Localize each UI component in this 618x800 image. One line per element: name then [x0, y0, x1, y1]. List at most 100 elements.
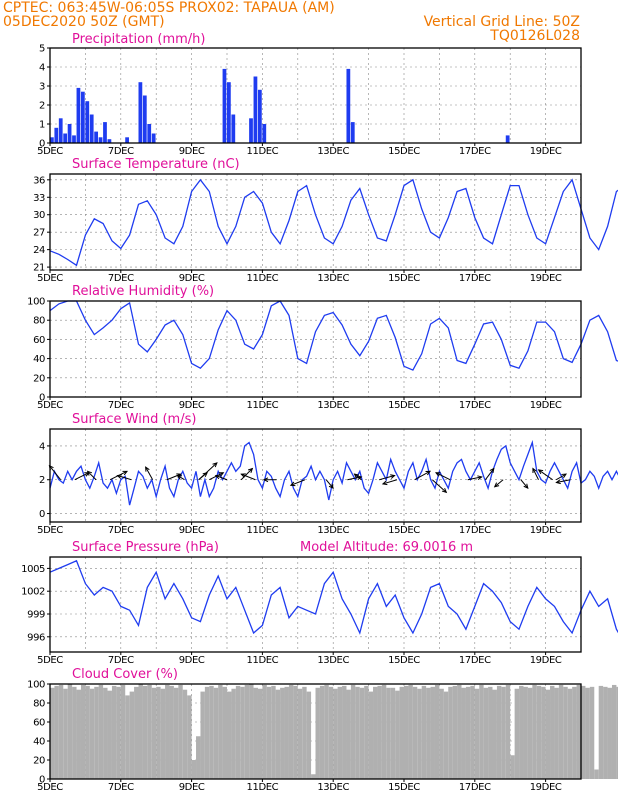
cloud-bar: [505, 684, 511, 779]
cloud-bar: [434, 684, 440, 779]
cloud-bar: [275, 689, 281, 779]
cloud-bar: [107, 690, 112, 779]
humidity-line: [49, 300, 618, 371]
cloud-bar: [611, 684, 617, 779]
cloud-bar: [359, 687, 365, 779]
wind-arrow: [467, 476, 482, 481]
y-tick-label: 80: [33, 316, 45, 327]
wind-arrow: [435, 472, 451, 481]
cloud-bar: [346, 689, 351, 779]
cloud-bar: [50, 687, 55, 779]
temperature-title: Surface Temperature (nC): [72, 157, 240, 172]
cloud-bar: [496, 685, 502, 779]
x-tick-label: 7DEC: [108, 273, 134, 284]
wind-line: [49, 439, 618, 506]
wind-arrow: [49, 465, 62, 481]
y-tick-label: 80: [33, 699, 45, 710]
cloud-title: Cloud Cover (%): [72, 667, 178, 682]
wind-title: Surface Wind (m/s): [72, 412, 196, 427]
precipitation-bar: [80, 91, 85, 143]
cloud-bar: [368, 691, 374, 779]
wind-arrow: [494, 479, 504, 488]
x-tick-label: 13DEC: [317, 146, 349, 157]
cloud-bar: [222, 686, 227, 779]
wind-arrow-head: [441, 487, 448, 494]
cloud-bar: [103, 687, 108, 779]
wind-arrow: [145, 466, 154, 480]
y-tick-label: 0: [39, 509, 45, 520]
cloud-bar: [465, 686, 471, 779]
y-tick-label: 1002: [21, 587, 45, 598]
cloud-bar: [76, 689, 81, 779]
wind-arrow-head: [493, 482, 500, 488]
x-tick-label: 15DEC: [388, 655, 420, 666]
plot-frame: [49, 556, 582, 653]
cloud-bar: [536, 685, 542, 779]
x-tick-label: 9DEC: [179, 782, 205, 793]
x-tick-label: 9DEC: [179, 400, 205, 411]
cloud-bar: [594, 769, 599, 779]
cloud-bar: [80, 684, 86, 779]
cloud-bar: [607, 687, 612, 779]
x-tick-label: 11DEC: [247, 400, 279, 411]
cloud-bar: [479, 684, 484, 779]
y-tick-label: 1005: [21, 564, 45, 575]
x-tick-label: 17DEC: [459, 782, 491, 793]
wind-arrow: [520, 479, 529, 489]
cloud-bar: [266, 686, 272, 779]
precipitation-bar: [138, 82, 143, 143]
precipitation-bar: [151, 133, 156, 143]
cloud-bar: [474, 688, 480, 779]
cloud-bar: [452, 685, 458, 779]
cloud-bar: [545, 689, 551, 779]
wind-arrow-head: [328, 483, 334, 490]
x-tick-label: 19DEC: [530, 782, 562, 793]
wind-arrow-head: [214, 474, 221, 480]
temperature-panel: Surface Temperature (nC) 21 24 27 30 33 36 5DE…: [33, 157, 618, 284]
wind-arrow-head: [289, 481, 296, 487]
wind-arrow: [414, 470, 431, 481]
cloud-bar: [94, 686, 99, 779]
wind-arrow: [215, 475, 228, 481]
x-tick-label: 13DEC: [317, 525, 349, 536]
y-tick-label: 60: [33, 335, 45, 346]
x-tick-label: 7DEC: [108, 782, 134, 793]
cloud-bar: [519, 685, 524, 779]
wind-arrow-head: [434, 472, 441, 477]
cloud-bar: [373, 686, 378, 779]
cloud-bar: [288, 684, 294, 779]
cloud-bar: [457, 684, 462, 779]
cloud-bar: [231, 688, 236, 779]
y-tick-label: 20: [33, 373, 45, 384]
x-tick-label: 17DEC: [459, 400, 491, 411]
x-tick-label: 17DEC: [459, 273, 491, 284]
cloud-bar: [293, 685, 298, 779]
cloud-bar: [271, 685, 276, 779]
x-tick-label: 7DEC: [108, 655, 134, 666]
wind-arrow-head: [353, 473, 360, 479]
x-tick-label: 5DEC: [37, 146, 63, 157]
cloud-bar: [138, 684, 143, 779]
x-tick-label: 7DEC: [108, 525, 134, 536]
x-tick-label: 13DEC: [317, 655, 349, 666]
wind-arrow: [382, 479, 398, 485]
y-tick-label: 1: [39, 120, 45, 131]
cloud-bar: [311, 774, 316, 779]
cloud-bar: [585, 687, 590, 779]
precipitation-bar: [54, 127, 59, 143]
cloud-bar: [249, 684, 254, 779]
cloud-bar: [169, 685, 174, 779]
wind-arrow-head: [532, 467, 537, 474]
precipitation-bar: [58, 118, 63, 143]
pressure-plot: 996 999 1002 1005 5DEC 7DEC 9DEC 11DEC 13DEC 15DE…: [21, 556, 618, 666]
cloud-bar: [328, 686, 334, 779]
y-tick-label: 0: [39, 139, 45, 150]
cloud-bar: [284, 686, 289, 779]
cloud-bar: [209, 685, 214, 779]
x-tick-label: 9DEC: [179, 525, 205, 536]
cloud-bar: [563, 686, 568, 779]
cloud-bar: [324, 684, 329, 779]
x-tick-label: 13DEC: [317, 400, 349, 411]
cloud-bar: [306, 691, 312, 779]
